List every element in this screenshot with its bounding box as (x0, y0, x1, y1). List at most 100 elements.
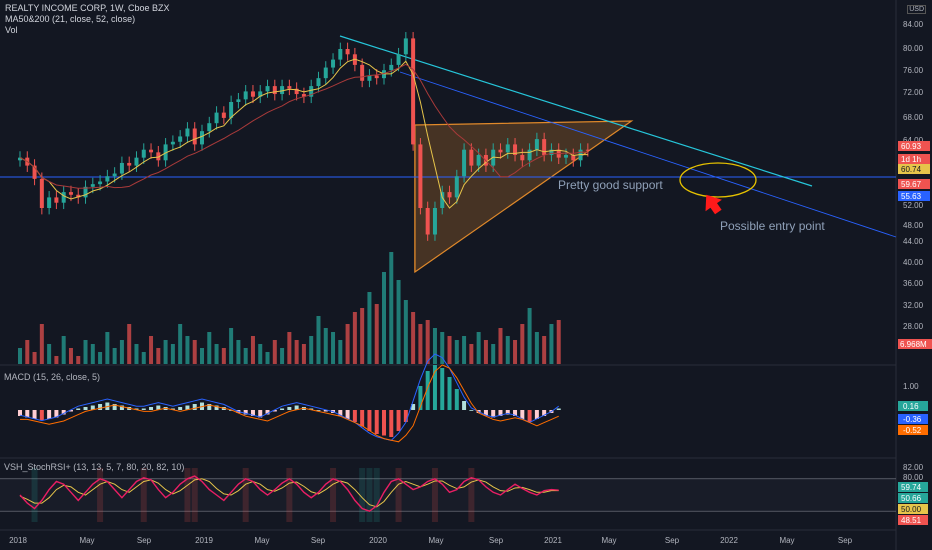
candle (534, 139, 539, 150)
currency-label: USD (907, 5, 926, 14)
macd-bar (83, 407, 88, 410)
stoch-zone (330, 468, 337, 522)
volume-bar (491, 344, 496, 364)
candle (156, 152, 161, 161)
macd-bar (178, 407, 183, 410)
macd-bar (54, 410, 59, 418)
volume-bar (447, 336, 452, 364)
volume-bar (483, 340, 488, 364)
volume-bar (462, 336, 467, 364)
volume-legend[interactable]: Vol (5, 25, 18, 35)
volume-bar (54, 356, 59, 364)
volume-bar (105, 332, 110, 364)
macd-bar (374, 410, 379, 434)
volume-badge-label: 6.968M (900, 340, 927, 349)
volume-bar (98, 352, 103, 364)
candle (119, 162, 124, 174)
candle (403, 38, 408, 55)
candle (309, 86, 314, 97)
time-tick-label: Sep (838, 536, 853, 545)
macd-bar (491, 410, 496, 418)
volume-bar (469, 344, 474, 364)
macd-bar (498, 410, 503, 416)
volume-bar (229, 328, 234, 364)
volume-bar (382, 272, 386, 364)
entry-ellipse (679, 162, 757, 198)
macd-bar (316, 410, 321, 411)
macd-bar (149, 407, 154, 410)
stoch-zone (468, 468, 475, 522)
volume-bar (549, 324, 554, 364)
volume-bar (90, 344, 95, 364)
macd-bar (403, 410, 408, 422)
candle (367, 75, 372, 81)
macd-line (19, 353, 560, 441)
volume-bar (200, 348, 204, 364)
price-tick-label: 76.00 (903, 66, 924, 75)
macd-bar (556, 408, 561, 410)
descending-trendline (339, 35, 813, 187)
macd-bar (185, 405, 190, 410)
macd-bar (112, 404, 117, 410)
macd-panel-title[interactable]: MACD (15, 26, close, 5) (4, 372, 101, 382)
macd-bar (425, 371, 430, 410)
candle (462, 149, 467, 177)
ma-legend[interactable]: MA50&200 (21, close, 52, close) (5, 14, 136, 24)
volume-bar (68, 348, 73, 364)
macd-bar (513, 410, 518, 416)
macd-bar (229, 410, 234, 411)
volume-bar (520, 324, 525, 364)
candle (505, 144, 510, 153)
candle (207, 123, 212, 132)
macd-bar (18, 410, 22, 416)
volume-bar (403, 300, 408, 364)
volume-bar (185, 336, 190, 364)
price-tick-label: 64.00 (903, 136, 924, 145)
volume-bar (236, 340, 241, 364)
volume-bar (534, 332, 539, 364)
candle (90, 184, 95, 187)
macd-bar (76, 408, 81, 410)
stoch-badge (898, 493, 928, 503)
stoch-zone (242, 468, 249, 522)
time-tick-label: Sep (137, 536, 152, 545)
macd-bar (170, 408, 175, 410)
candle (170, 141, 175, 145)
stoch-panel-title[interactable]: VSH_StochRSI+ (13, 13, 5, 7, 80, 20, 82,… (4, 462, 185, 472)
macd-bar (418, 386, 423, 410)
candle (163, 144, 168, 161)
macd-bar (345, 410, 350, 419)
candle (134, 157, 139, 166)
candle (229, 102, 234, 118)
price-badge-label: 60.74 (901, 165, 922, 174)
candle (396, 54, 401, 65)
macd-bar (207, 404, 212, 410)
volume-bar (294, 340, 299, 364)
price-badge (898, 164, 930, 174)
signal-line (20, 364, 559, 443)
candle (250, 91, 255, 97)
candle (200, 131, 204, 145)
macd-bar (469, 410, 474, 411)
candle (280, 86, 285, 95)
macd-bar (156, 405, 161, 410)
macd-bar (90, 405, 95, 410)
volume-badge (898, 339, 932, 349)
candle (571, 155, 576, 161)
macd-bar (32, 410, 37, 419)
candle (338, 49, 343, 60)
volume-bar (163, 340, 168, 364)
candle (98, 181, 103, 185)
stoch-badge-label: 50.00 (901, 505, 922, 514)
candle (425, 208, 430, 235)
ma50-line (19, 58, 588, 209)
volume-bar (170, 344, 175, 364)
volume-bar (374, 304, 379, 364)
price-tick-label: 84.00 (903, 20, 924, 29)
price-tick-label: 32.00 (903, 301, 924, 310)
candle (294, 88, 299, 95)
candle (564, 155, 568, 158)
volume-bar (513, 340, 518, 364)
candle (272, 86, 277, 95)
